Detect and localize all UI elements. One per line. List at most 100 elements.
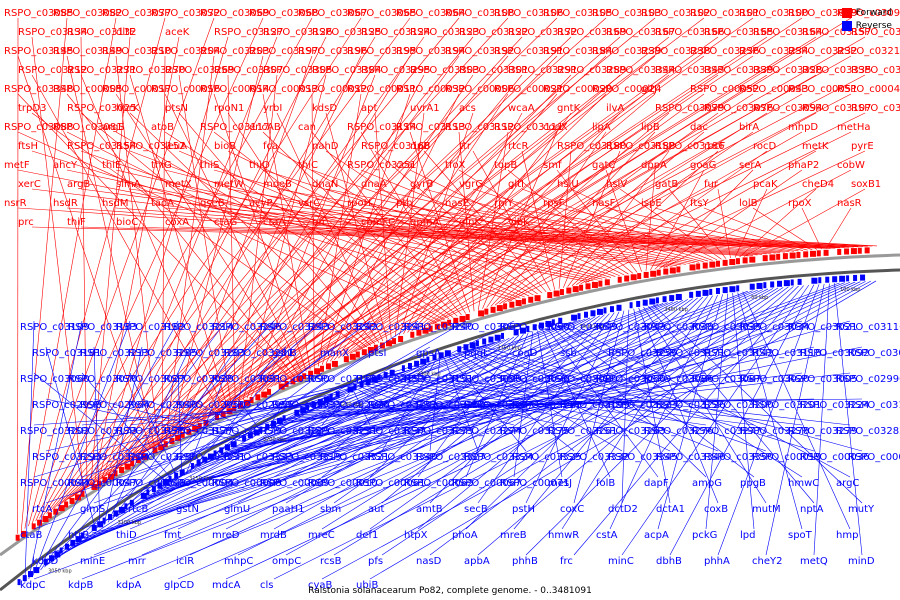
forward-label-line xyxy=(659,169,803,269)
gene-label: RSPO_c03028 xyxy=(164,374,234,385)
reverse-feature-arrow xyxy=(59,547,63,554)
gene-label: thiO xyxy=(249,160,270,171)
gene-label: RSPO_c03282 xyxy=(836,426,900,437)
kbp-tick-labels: 3050 kbp 3100 kbp 3150 kbp 3200 kbp 3250 kbp… xyxy=(48,287,860,575)
gene-label: mhpC xyxy=(224,556,253,567)
gene-label: RSPO_c03020 xyxy=(740,374,810,385)
gene-label: RSPO_c03123 xyxy=(410,27,480,38)
gene-label: dbhB xyxy=(656,556,682,567)
gene-label: hsdR xyxy=(53,198,78,209)
reverse-feature-arrow xyxy=(839,275,846,282)
reverse-feature-arrow xyxy=(695,290,701,297)
gene-label: rpsF xyxy=(543,198,565,209)
forward-label-line xyxy=(135,36,719,458)
reverse-feature-arrow xyxy=(157,482,163,489)
forward-label-line xyxy=(752,207,818,250)
reverse-feature-arrow xyxy=(469,342,476,349)
gene-label: RSPO_c03214 xyxy=(164,322,234,333)
reverse-label-line xyxy=(141,398,254,438)
gene-label: nsrR xyxy=(4,198,27,209)
gene-label: RSPO_c03050 xyxy=(500,322,570,333)
reverse-feature-arrow xyxy=(662,296,667,303)
reverse-feature-arrow xyxy=(832,276,838,283)
forward-feature-arrow xyxy=(742,257,748,264)
gene-label: nasR xyxy=(837,198,862,209)
reverse-label-line xyxy=(321,299,688,530)
gene-label: RSPO_c03203 xyxy=(200,46,270,57)
gene-label: yrbI xyxy=(263,103,282,114)
reverse-label-line xyxy=(765,283,825,556)
gene-label: ripB xyxy=(410,141,430,152)
gene-label: leuA xyxy=(165,141,187,152)
gene-label: RSPO_c03238 xyxy=(641,46,711,57)
gene-label: metHa xyxy=(837,122,870,133)
reverse-label-line xyxy=(561,295,713,530)
gene-label: RSPO_c03065 xyxy=(347,8,417,19)
reverse-feature-arrow xyxy=(247,432,253,439)
reverse-feature-arrow xyxy=(151,486,156,493)
gene-label: hslV xyxy=(606,179,627,190)
gene-label: bioB xyxy=(214,141,236,152)
kbp-tick-label: 3150 kbp xyxy=(189,476,213,482)
forward-label-line xyxy=(28,17,166,527)
reverse-feature-arrow xyxy=(571,314,578,321)
forward-feature-arrow xyxy=(91,483,98,490)
reverse-label-line xyxy=(129,302,669,530)
forward-feature-arrow xyxy=(331,360,338,367)
forward-feature-arrow xyxy=(663,268,669,275)
forward-label-line xyxy=(494,131,705,306)
reverse-label-line xyxy=(141,289,758,556)
reverse-feature-arrow xyxy=(577,313,581,320)
forward-feature-arrow xyxy=(80,490,85,497)
kbp-tick-label: 3050 kbp xyxy=(48,568,72,574)
reverse-label-line xyxy=(107,346,191,523)
gene-label: pth xyxy=(396,198,413,209)
forward-feature-arrow xyxy=(459,315,466,322)
forward-label-line xyxy=(472,226,873,247)
gene-label: RSPO_c03236 xyxy=(690,46,760,57)
gene-label: acpA xyxy=(644,530,669,541)
reverse-feature-arrow xyxy=(551,319,555,326)
gene-label: RSPO_c00006 xyxy=(445,84,515,95)
reverse-feature-arrow xyxy=(426,356,430,363)
reverse-feature-arrow xyxy=(702,289,709,296)
gene-label: RSPO_c03201 xyxy=(752,400,822,411)
gene-label: gpsA xyxy=(416,348,441,359)
reverse-feature-arrow xyxy=(33,567,40,574)
forward-label-line xyxy=(360,131,466,314)
reverse-label-line xyxy=(81,372,174,482)
reverse-swatch xyxy=(841,21,852,31)
gene-label: prc xyxy=(18,217,34,228)
forward-label-line xyxy=(61,17,607,504)
gene-label: cobW xyxy=(837,160,865,171)
gene-label: acyP xyxy=(249,198,273,209)
gene-label: ompC xyxy=(272,556,301,567)
gene-label: thiG xyxy=(151,160,172,171)
reverse-label-line xyxy=(45,290,748,556)
gene-label: RSPO_c03076 xyxy=(704,103,774,114)
forward-label-line xyxy=(31,150,513,301)
forward-feature-arrow xyxy=(440,321,447,328)
reverse-label-line xyxy=(380,380,659,426)
reverse-feature-arrow xyxy=(64,543,69,550)
gene-label: slmA xyxy=(116,179,141,190)
gene-label: RSPO_c03082 xyxy=(53,8,123,19)
gene-label: mhpD xyxy=(788,122,818,133)
gene-label: dltE xyxy=(116,27,135,38)
forward-label-line xyxy=(97,36,229,481)
reverse-label-line xyxy=(128,346,431,510)
gene-label: coxC xyxy=(560,504,584,515)
reverse-label-line xyxy=(177,340,501,478)
reverse-feature-arrow xyxy=(28,571,34,578)
reverse-label-line xyxy=(742,291,851,530)
forward-feature-arrow xyxy=(803,251,809,258)
forward-label-line xyxy=(507,169,634,274)
reverse-label-line xyxy=(467,350,719,452)
gene-label: hmwC xyxy=(788,478,819,489)
reverse-label-line xyxy=(333,315,600,504)
reverse-label-line xyxy=(389,377,755,426)
gene-label: def1 xyxy=(356,530,378,541)
forward-feature-arrow xyxy=(255,394,261,401)
forward-feature-arrow xyxy=(119,466,125,473)
